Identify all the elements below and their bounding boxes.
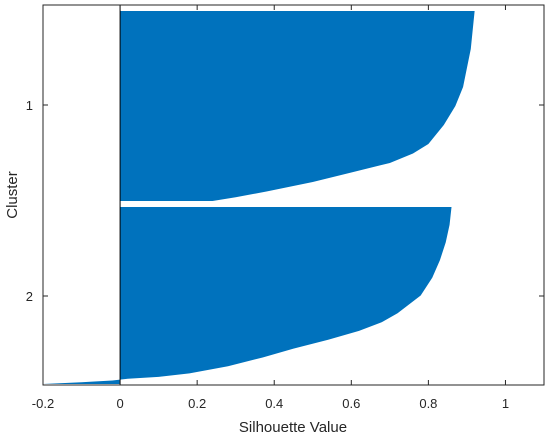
x-tick-label: 0.2 <box>188 396 206 411</box>
x-tick-label: 0 <box>116 396 123 411</box>
cluster-2-silhouette-bars <box>43 207 452 384</box>
x-tick-label: -0.2 <box>32 396 54 411</box>
x-axis-ticks: -0.2 0 0.2 0.4 0.6 0.8 1 <box>32 5 509 411</box>
y-tick-label: 1 <box>26 98 33 113</box>
bars-layer <box>43 11 475 384</box>
x-axis-label: Silhouette Value <box>239 419 347 436</box>
x-tick-label: 0.6 <box>342 396 360 411</box>
x-tick-label: 0.8 <box>419 396 437 411</box>
x-tick-label: 0.4 <box>265 396 283 411</box>
plot-frame <box>42 4 545 386</box>
y-tick-label: 2 <box>26 289 33 304</box>
y-axis-ticks: 12 <box>26 98 544 304</box>
y-axis-label: Cluster <box>4 171 21 219</box>
x-tick-label: 1 <box>502 396 509 411</box>
cluster-1-silhouette-bars <box>120 11 475 201</box>
